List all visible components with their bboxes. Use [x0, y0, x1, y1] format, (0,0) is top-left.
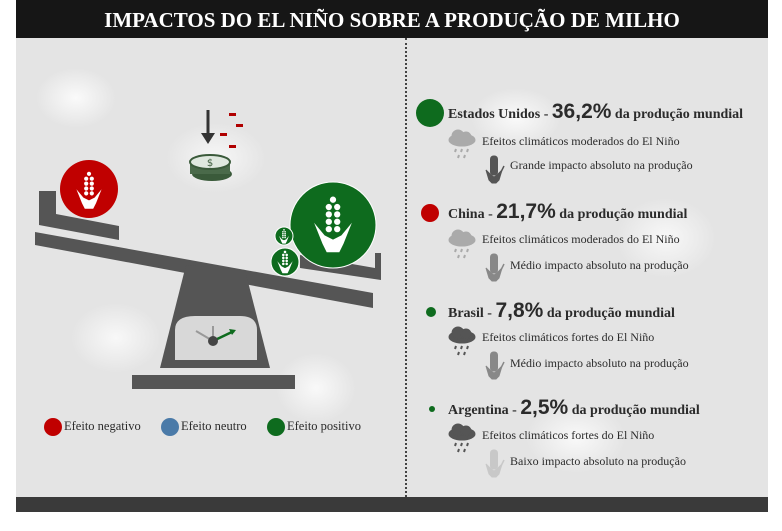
corn-kernels-background	[16, 38, 768, 512]
share-suffix: da produção mundial	[568, 403, 700, 418]
country-argentina-heading: Argentina - 2,5% da produção mundial	[448, 396, 700, 420]
positive-effect-corn-icon	[289, 181, 377, 269]
share-suffix: da produção mundial	[555, 207, 688, 222]
production-share: 36,2%	[551, 100, 612, 123]
positive-effect-corn-small-icon	[274, 226, 294, 246]
production-impact-text: Médio impacto absoluto na produção	[510, 258, 689, 272]
brasil-marker	[426, 307, 436, 317]
climate-effect-text: Efeitos climáticos fortes do El Niño	[482, 330, 655, 344]
page-title: IMPACTOS DO EL NIÑO SOBRE A PRODUÇÃO DE …	[16, 0, 768, 38]
positive-effect-corn-medium-icon	[270, 247, 300, 277]
production-share: 2,5%	[520, 396, 569, 419]
production-impact-text: Grande impacto absoluto na produção	[510, 158, 693, 172]
legend-neutral-label: Efeito neutro	[181, 419, 247, 433]
production-share: 21,7%	[496, 200, 556, 223]
production-impact-text: Médio impacto absoluto na produção	[510, 356, 689, 370]
climate-effect-text: Efeitos climáticos moderados do El Niño	[482, 134, 680, 148]
gauge-icon	[195, 326, 236, 346]
production-share: 7,8%	[495, 299, 544, 322]
moderate-rain-cloud-icon	[448, 129, 476, 159]
country-china-heading: China - 21,7% da produção mundial	[448, 200, 687, 224]
climate-effect-text: Efeitos climáticos moderados do El Niño	[482, 232, 680, 246]
climate-effect-text: Efeitos climáticos fortes do El Niño	[482, 428, 655, 442]
moderate-rain-cloud-icon	[448, 229, 476, 259]
legend-negative-dot	[44, 418, 62, 436]
svg-text:$: $	[207, 158, 213, 169]
argentina-marker	[429, 406, 435, 412]
country-us-heading: Estados Unidos - 36,2% da produção mundi…	[448, 100, 743, 124]
large-impact-corn-icon	[485, 155, 505, 184]
bottom-bar	[16, 497, 768, 512]
legend-positive-dot	[267, 418, 285, 436]
legend-neutral-dot	[161, 418, 179, 436]
country-name: Estados Unidos -	[448, 107, 552, 122]
money-coins-icon: $	[189, 110, 243, 181]
dotted-divider	[405, 38, 407, 497]
production-impact-text: Baixo impacto absoluto na produção	[510, 454, 686, 468]
share-suffix: da produção mundial	[543, 306, 675, 321]
negative-effect-corn-icon	[60, 160, 118, 218]
country-name: China -	[448, 207, 497, 222]
china-marker	[421, 204, 439, 222]
country-name: Argentina -	[448, 403, 521, 418]
strong-rain-cloud-icon	[448, 326, 476, 356]
country-name: Brasil -	[448, 306, 496, 321]
legend-negative-label: Efeito negativo	[64, 419, 141, 433]
share-suffix: da produção mundial	[611, 107, 744, 122]
strong-rain-cloud-icon	[448, 423, 476, 453]
low-impact-corn-icon	[485, 449, 505, 478]
legend-positive-label: Efeito positivo	[287, 419, 361, 433]
us-marker	[416, 99, 444, 127]
medium-impact-corn-icon	[485, 351, 505, 380]
medium-impact-corn-icon	[485, 253, 505, 282]
country-brasil-heading: Brasil - 7,8% da produção mundial	[448, 299, 675, 323]
